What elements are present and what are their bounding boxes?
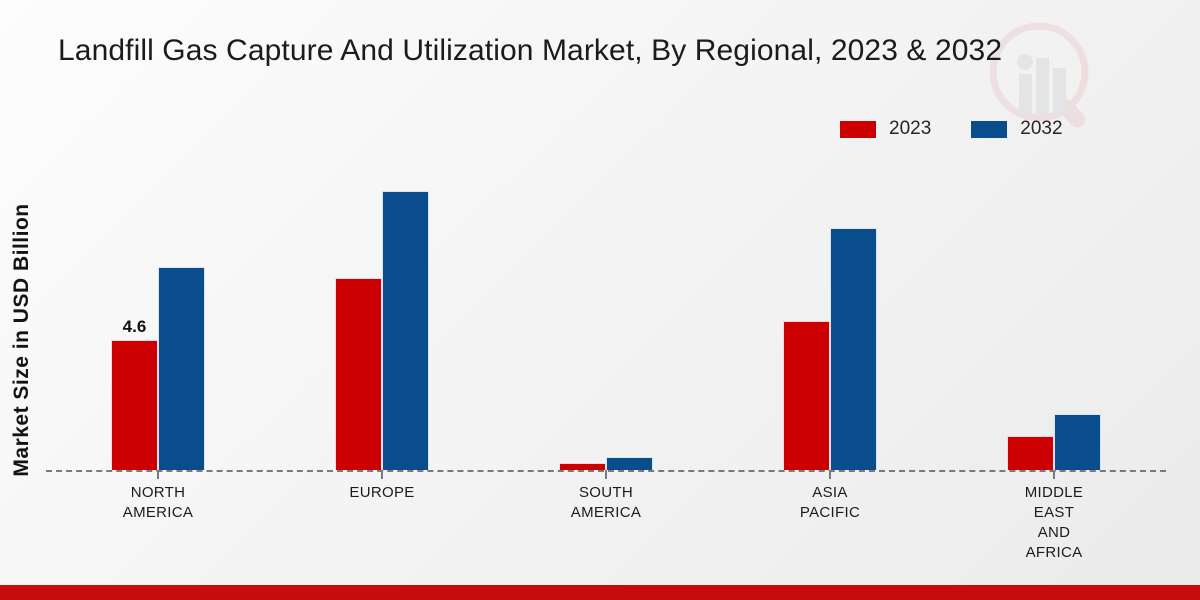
axis-tick — [1053, 470, 1055, 479]
bar-group: 4.6 NORTH AMERICA — [46, 160, 270, 521]
legend-item-2032[interactable]: 2032 — [971, 118, 1063, 140]
bar-2023[interactable] — [335, 278, 382, 470]
bar-2032[interactable] — [382, 191, 429, 470]
plot-area: 4.6 NORTH AMERICA EUROPE SOUTH AMERICA ASIA … — [46, 160, 1166, 561]
legend-item-2023[interactable]: 2023 — [840, 118, 931, 140]
bar-group: ASIA PACIFIC — [718, 160, 942, 521]
bar-group: SOUTH AMERICA — [494, 160, 718, 521]
legend-label-2023: 2023 — [889, 118, 932, 139]
category-label: NORTH AMERICA — [122, 484, 194, 521]
bar-2032[interactable] — [606, 457, 653, 470]
chart-title: Landfill Gas Capture And Utilization Mar… — [58, 34, 1003, 67]
category-label: EUROPE — [349, 484, 415, 501]
legend-label-2032: 2032 — [1020, 118, 1063, 139]
category-label: SOUTH AMERICA — [570, 484, 642, 521]
axis-tick — [605, 470, 607, 479]
bar-2032[interactable] — [1054, 413, 1101, 470]
bar-2032[interactable] — [830, 227, 877, 470]
bar-2023[interactable] — [559, 462, 606, 470]
bar-2023[interactable] — [783, 320, 830, 470]
bar-2032[interactable] — [158, 267, 205, 470]
bar-value-label: 4.6 — [122, 317, 147, 337]
legend-swatch-2032-icon — [971, 120, 1008, 138]
axis-tick — [381, 470, 383, 479]
chart-legend: 2023 2032 — [840, 118, 1063, 140]
bar-group: MIDDLE EAST AND AFRICA — [942, 160, 1166, 561]
bar-2023[interactable]: 4.6 — [111, 317, 158, 470]
category-label: ASIA PACIFIC — [799, 484, 861, 521]
axis-tick — [829, 470, 831, 479]
bar-2023[interactable] — [1007, 436, 1054, 470]
bar-group: EUROPE — [270, 160, 494, 501]
y-axis-title: Market Size in USD Billion — [10, 203, 33, 477]
axis-tick — [157, 470, 159, 479]
category-label: MIDDLE EAST AND AFRICA — [1024, 484, 1084, 561]
legend-swatch-2023-icon — [840, 120, 876, 138]
footer-accent-bar — [0, 585, 1200, 600]
